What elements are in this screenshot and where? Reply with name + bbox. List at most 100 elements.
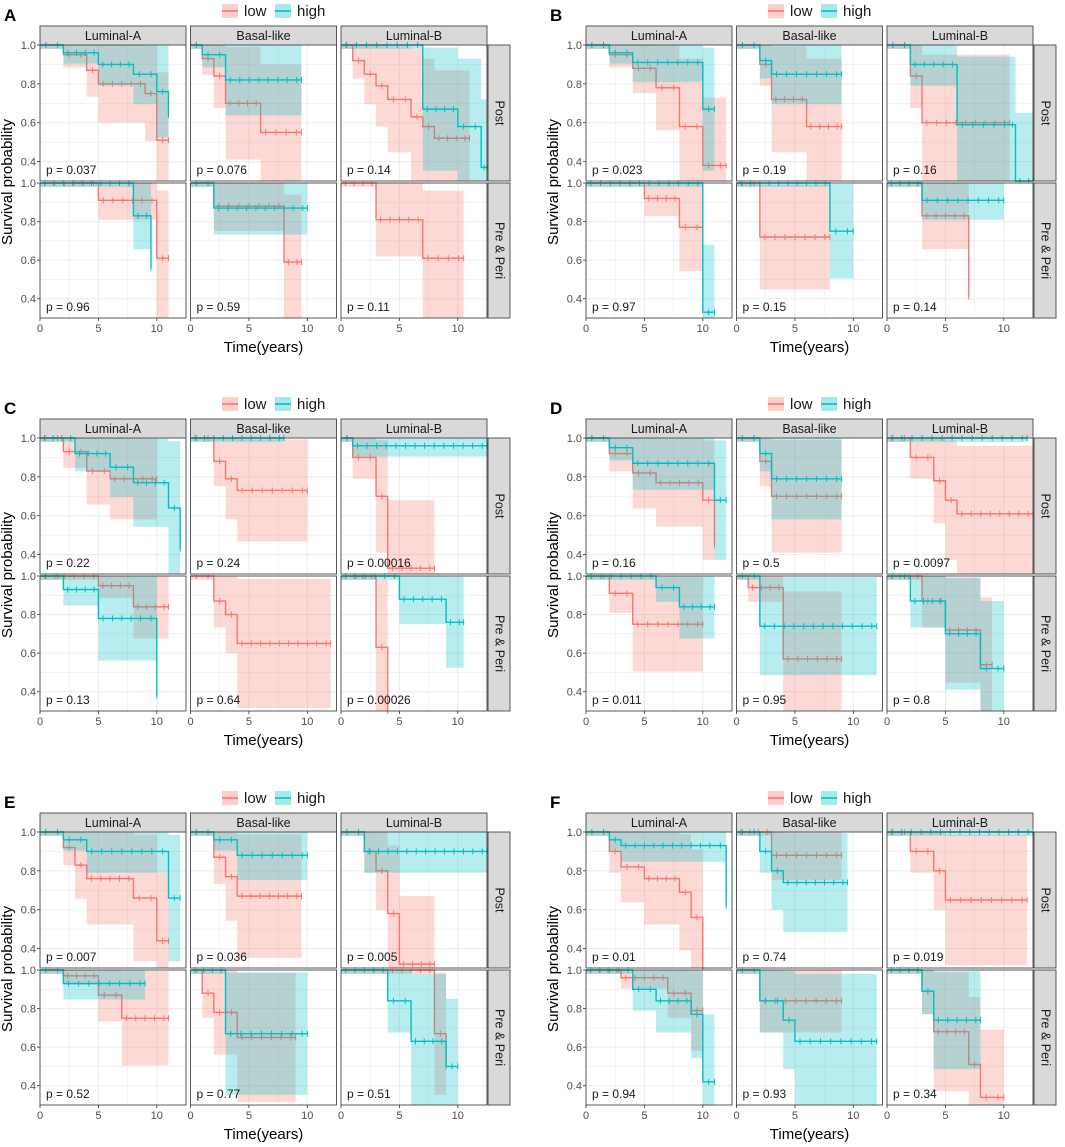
y-tick-label: 0.8 [21, 610, 36, 622]
facet-border [886, 437, 1034, 575]
row-strip [1033, 831, 1057, 969]
column-strip-label: Basal-like [236, 29, 290, 43]
facet: p = 0.960 5 10 [37, 180, 187, 335]
survival-curve-high [736, 831, 848, 884]
facet-border [190, 831, 337, 969]
y-tick-label: 1.0 [21, 178, 36, 190]
survival-curve-high [586, 44, 715, 110]
y-axis-title: Survival probability [0, 906, 16, 1032]
survival-curve-high [887, 44, 1033, 182]
x-tick-label: 0 [338, 323, 344, 335]
column-strip-label: Luminal-A [631, 29, 688, 43]
panel-letter: D [550, 399, 562, 418]
facet-background [190, 45, 337, 181]
confidence-band-low [887, 45, 1010, 181]
x-tick-label: 10 [998, 323, 1010, 335]
facet-background [40, 45, 186, 181]
confidence-band-low [190, 45, 302, 181]
row-strip [1033, 969, 1057, 1106]
row-strip-label: Post [493, 493, 507, 519]
confidence-band-high [586, 45, 715, 171]
panel-letter: B [550, 6, 562, 25]
row-strip-label: Pre & Peri [1039, 1009, 1053, 1066]
p-value-label: p = 0.93 [743, 1087, 787, 1101]
facet-background [586, 832, 732, 968]
legend: low high [768, 790, 871, 807]
confidence-band-low [736, 45, 842, 181]
facet-border [340, 437, 488, 575]
y-tick-label: 0.6 [21, 118, 36, 130]
facet-border [585, 575, 733, 712]
x-tick-label: 5 [246, 323, 252, 335]
confidence-band-high [40, 970, 146, 1000]
legend-label-low: low [790, 790, 813, 807]
p-value-label: p = 0.019 [893, 950, 944, 964]
confidence-band-high [586, 438, 727, 561]
column-strip-label: Luminal-A [85, 816, 142, 830]
p-value-label: p = 0.01 [592, 950, 636, 964]
x-tick-label: 10 [998, 716, 1010, 728]
facet: p = 0.01 [585, 829, 733, 975]
x-tick-label: 10 [847, 323, 859, 335]
legend: low high [222, 3, 325, 20]
x-tick-label: 5 [792, 716, 798, 728]
y-tick-label: 0.6 [567, 118, 582, 130]
row-strip-label: Pre & Peri [493, 615, 507, 672]
x-tick-label: 5 [95, 323, 101, 335]
confidence-band-low [40, 832, 169, 968]
facet: p = 0.037 [39, 42, 187, 182]
x-tick-label: 0 [37, 1110, 43, 1122]
y-tick-label: 1.0 [567, 433, 582, 445]
facet: p = 0.16 [886, 42, 1034, 184]
x-tick-label: 5 [396, 323, 402, 335]
facet: p = 0.80 5 10 [884, 573, 1034, 728]
y-tick-label: 0.6 [21, 905, 36, 917]
survival-curve-high [40, 575, 158, 696]
x-tick-label: 0 [583, 1110, 589, 1122]
facet: p = 0.340 5 10 [884, 967, 1034, 1122]
y-tick-label: 0.4 [567, 294, 582, 306]
facet-border [886, 44, 1034, 182]
confidence-band-low [190, 183, 302, 318]
row-strip-label: Post [1039, 493, 1053, 519]
facet-background [887, 183, 1033, 318]
x-tick-label: 5 [641, 1110, 647, 1122]
p-value-label: p = 0.16 [592, 556, 636, 570]
facet: p = 0.24 [190, 435, 337, 575]
facet-border [340, 831, 488, 969]
facet-background [586, 45, 732, 181]
facet: p = 0.22 [39, 435, 187, 575]
row-strip-label: Post [1039, 887, 1053, 913]
confidence-band-low [887, 576, 993, 711]
row-strip [487, 831, 511, 969]
facet-background [736, 45, 883, 181]
y-tick-label: 1.0 [567, 965, 582, 977]
x-tick-label: 5 [396, 1110, 402, 1122]
facet: p = 0.0097 [886, 435, 1034, 575]
legend-label-low: low [244, 396, 267, 413]
survival-curve-high [40, 437, 181, 549]
column-strip-label: Basal-like [236, 422, 290, 436]
confidence-band-low [40, 183, 169, 318]
confidence-band-low [341, 183, 464, 318]
facet: p = 0.59 0 5 10 [187, 180, 337, 335]
survival-curve-high [586, 437, 727, 501]
facet-background [736, 183, 883, 318]
facet: p = 0.74 [736, 829, 883, 969]
confidence-band-high [887, 183, 1004, 220]
y-tick-label: 1.0 [21, 433, 36, 445]
facet-border [886, 575, 1034, 712]
facet: p = 0.14 [340, 42, 488, 182]
column-strip-label: Luminal-A [631, 816, 688, 830]
x-tick-label: 5 [246, 1110, 252, 1122]
x-tick-label: 10 [847, 1110, 859, 1122]
y-tick-label: 0.6 [21, 511, 36, 523]
facet-border [190, 575, 337, 712]
p-value-label: p = 0.64 [197, 693, 241, 707]
x-tick-label: 0 [733, 323, 739, 335]
x-axis-title: Time(years) [224, 339, 303, 356]
x-tick-label: 5 [942, 716, 948, 728]
